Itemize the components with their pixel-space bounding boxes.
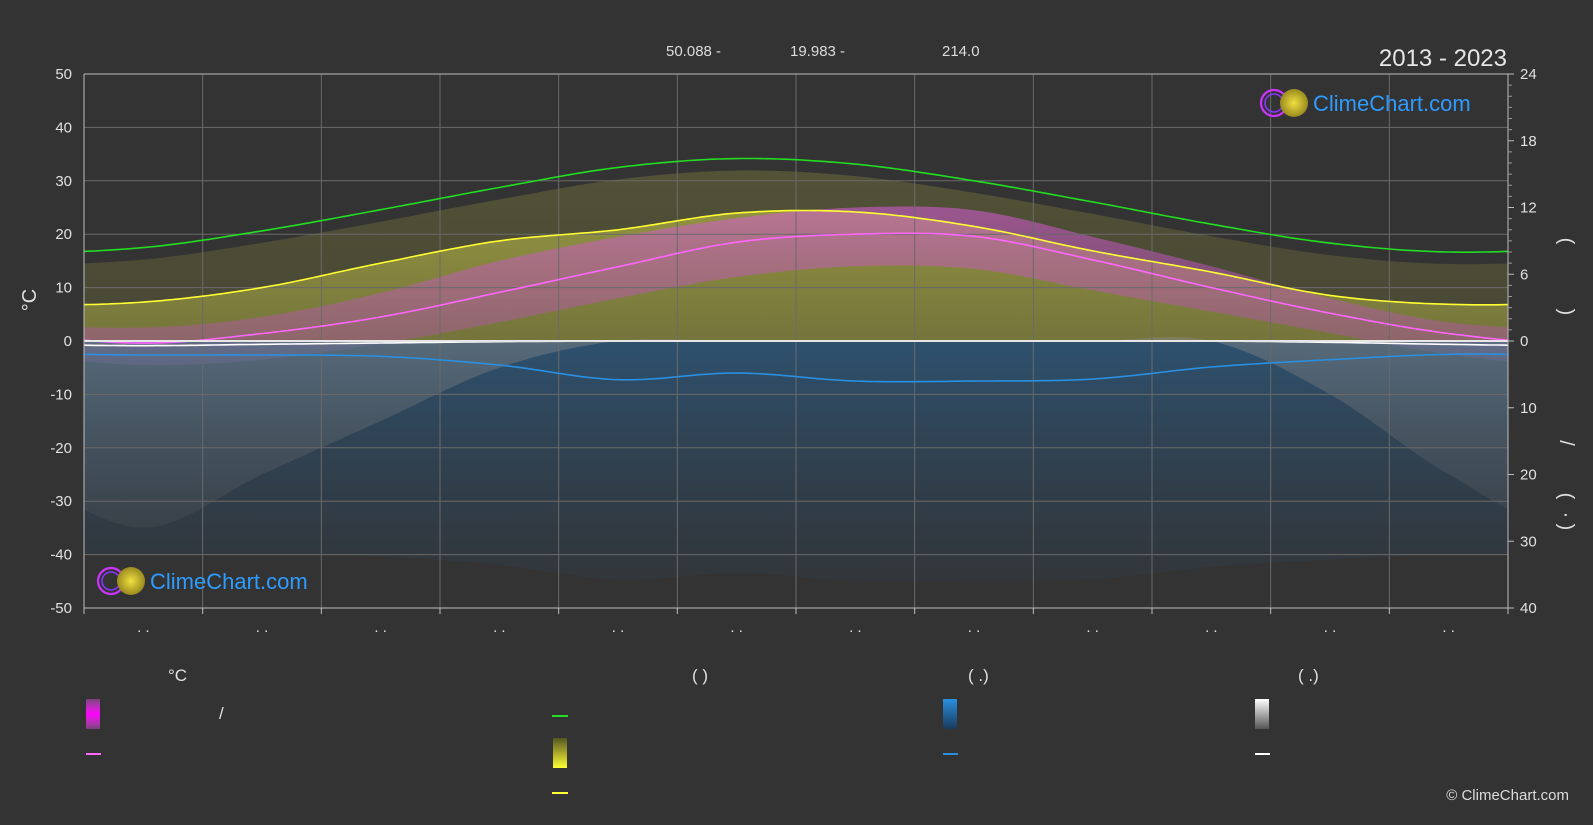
legend-snow-avg-swatch bbox=[1255, 753, 1270, 755]
left-axis-title: °C bbox=[19, 289, 41, 311]
right-bottom-tick-label: 40 bbox=[1520, 600, 1537, 617]
logo-sun-icon bbox=[117, 567, 145, 595]
month-label: . . bbox=[1086, 619, 1099, 636]
series-lines bbox=[83, 157, 1509, 383]
years-range: 2013 - 2023 bbox=[1378, 45, 1507, 72]
right-top-tick-label: 0 bbox=[1520, 333, 1528, 350]
legend-daylight-swatch bbox=[552, 715, 568, 717]
left-tick-label: 40 bbox=[55, 119, 72, 136]
axes: 50 40 30 20 10 0 -10 -20 -30 -40 -50 24 18 12 6 0 10 20 30… bbox=[50, 66, 1577, 636]
month-label: . . bbox=[256, 619, 269, 636]
right-bottom-tick-label: 10 bbox=[1520, 400, 1537, 417]
legend-temp-range-swatch bbox=[86, 699, 100, 729]
legend-snow-swatch bbox=[1255, 699, 1269, 729]
right-bottom-tick-label: 30 bbox=[1520, 533, 1537, 550]
left-tick-label: -30 bbox=[50, 493, 72, 510]
month-label: . . bbox=[374, 619, 387, 636]
legend-swatches bbox=[86, 699, 1270, 794]
copyright: © ClimeChart.com bbox=[1446, 787, 1569, 804]
left-tick-label: 30 bbox=[55, 173, 72, 190]
month-label: . . bbox=[137, 619, 150, 636]
right-axis-title-glyph: ( bbox=[1555, 493, 1577, 500]
left-tick-label: 20 bbox=[55, 226, 72, 243]
brand-logo-top[interactable]: ClimeChart.com bbox=[1259, 88, 1471, 118]
latitude-text: 50.088 - bbox=[666, 43, 722, 60]
right-bottom-tick-label: 20 bbox=[1520, 467, 1537, 484]
daylight-line bbox=[83, 157, 1509, 253]
left-tick-label: -50 bbox=[50, 600, 72, 617]
right-top-tick-label: 18 bbox=[1520, 133, 1537, 150]
left-tick-label: 10 bbox=[55, 280, 72, 297]
legend-temp-avg-swatch bbox=[86, 753, 101, 755]
month-label: . . bbox=[1205, 619, 1218, 636]
left-tick-label: -20 bbox=[50, 440, 72, 457]
right-axis-title-glyph: · bbox=[1555, 512, 1577, 519]
left-tick-label: -10 bbox=[50, 386, 72, 403]
brand-name-bottom: ClimeChart.com bbox=[150, 569, 308, 594]
left-tick-label: 0 bbox=[64, 333, 72, 350]
elevation-text: 214.0 bbox=[942, 43, 980, 60]
rain-line bbox=[84, 353, 1509, 383]
right-top-tick-label: 12 bbox=[1520, 200, 1537, 217]
month-label: . . bbox=[493, 619, 506, 636]
sunshine-line bbox=[83, 209, 1509, 306]
month-label: . . bbox=[968, 619, 981, 636]
right-axis-title-glyph: ) bbox=[1555, 309, 1577, 316]
legend-rain-swatch bbox=[943, 699, 957, 729]
temp_avg-line bbox=[83, 232, 1509, 344]
month-label: . . bbox=[849, 619, 862, 636]
right-axis-title-glyph: ( bbox=[1555, 238, 1577, 245]
month-label: . . bbox=[1442, 619, 1455, 636]
month-label: . . bbox=[612, 619, 625, 636]
legend-sunshine-swatch bbox=[553, 738, 567, 768]
month-label: . . bbox=[1324, 619, 1337, 636]
legend-sunshine-avg-swatch bbox=[552, 792, 568, 794]
right-top-tick-label: 24 bbox=[1520, 66, 1537, 83]
right-axis-title-glyph: / bbox=[1555, 440, 1577, 446]
brand-logo-bottom[interactable]: ClimeChart.com bbox=[96, 566, 308, 596]
longitude-text: 19.983 - bbox=[790, 43, 846, 60]
logo-sun-icon bbox=[1280, 89, 1308, 117]
brand-name-top: ClimeChart.com bbox=[1313, 91, 1471, 116]
legend-rain-avg-swatch bbox=[943, 753, 958, 755]
right-top-tick-label: 6 bbox=[1520, 266, 1528, 283]
month-label: . . bbox=[730, 619, 743, 636]
right-axis-title-glyph: ) bbox=[1555, 524, 1577, 531]
left-tick-label: 50 bbox=[55, 66, 72, 83]
left-tick-label: -40 bbox=[50, 547, 72, 564]
